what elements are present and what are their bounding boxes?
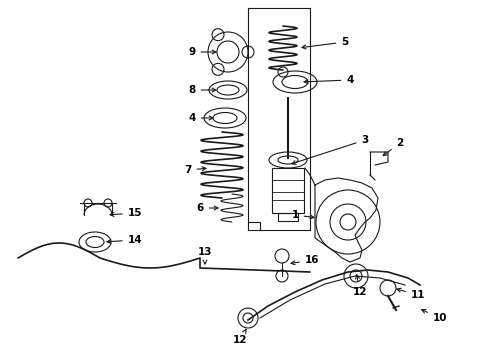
Text: 4: 4 bbox=[188, 113, 213, 123]
Text: 15: 15 bbox=[110, 208, 142, 218]
Text: 12: 12 bbox=[353, 275, 367, 297]
Text: 3: 3 bbox=[292, 135, 368, 165]
Text: 6: 6 bbox=[196, 203, 218, 213]
Text: 7: 7 bbox=[184, 165, 206, 175]
Text: 14: 14 bbox=[107, 235, 142, 245]
Bar bbox=[272, 168, 304, 213]
Text: 4: 4 bbox=[304, 75, 354, 85]
Text: 2: 2 bbox=[383, 138, 404, 156]
Text: 12: 12 bbox=[233, 329, 247, 345]
Text: 10: 10 bbox=[422, 310, 447, 323]
Bar bbox=[278, 213, 298, 221]
Text: 11: 11 bbox=[397, 288, 425, 300]
Text: 1: 1 bbox=[292, 210, 314, 220]
Text: 16: 16 bbox=[291, 255, 319, 265]
Text: 8: 8 bbox=[188, 85, 216, 95]
Text: 9: 9 bbox=[189, 47, 216, 57]
Text: 5: 5 bbox=[302, 37, 348, 49]
Text: 13: 13 bbox=[198, 247, 212, 264]
